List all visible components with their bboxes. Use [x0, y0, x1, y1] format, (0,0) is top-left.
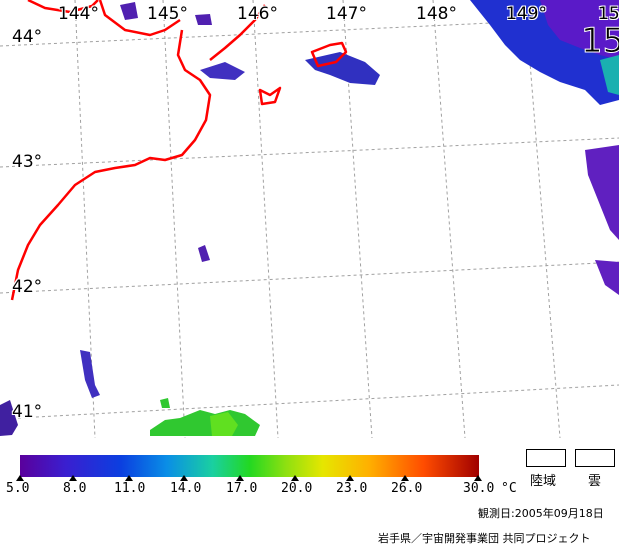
tick-label-26: 26.0: [391, 481, 423, 496]
sst-patch-northeast-cyan: [600, 55, 619, 95]
tick-mark-17: [236, 475, 244, 481]
sst-patch-small-1: [198, 245, 210, 262]
lat-label-44: 44°: [12, 27, 43, 47]
coastline-shiretoko: [310, 41, 348, 68]
coastline-hokkaido-southeast: [10, 29, 212, 301]
grid-lon-148: [432, 0, 466, 438]
sst-patch-kurile-blue: [200, 62, 245, 80]
credit-text: 岩手県／宇宙開発事業団 共同プロジェクト: [378, 532, 591, 545]
lon-label-145: 145°: [147, 4, 188, 24]
tick-mark-20: [291, 475, 299, 481]
tick-label-14: 14.0: [170, 481, 202, 496]
observation-date: 観測日:2005年09月18日: [478, 507, 604, 520]
lon-label-149: 149°: [506, 4, 547, 24]
coastline-hokkaido-north: [27, 0, 99, 14]
overlay-label: 15: [581, 21, 619, 61]
tick-label-23: 23.0: [336, 481, 368, 496]
grid-lon-144: [74, 0, 96, 438]
grid-lat-42: [0, 261, 619, 294]
tick-mark-23: [346, 475, 354, 481]
color-scale-bar: [20, 455, 479, 477]
tick-mark-14: [180, 475, 188, 481]
sst-patch-south-lime: [210, 412, 238, 436]
sst-patch-top-purple: [120, 2, 138, 20]
tick-mark-11: [125, 475, 133, 481]
grid-lat-41: [0, 384, 619, 420]
grid-lon-149: [524, 0, 561, 438]
sst-patch-shiretoko-blue: [305, 52, 380, 85]
sst-patch-east-purple: [585, 145, 619, 240]
cloud-swatch: [575, 449, 615, 467]
land-label: 陸域: [530, 474, 557, 489]
sst-patch-small-2: [80, 350, 100, 398]
tick-mark-5: [16, 475, 24, 481]
sst-map: 15: [0, 0, 619, 438]
tick-mark-8: [69, 475, 77, 481]
tick-label-30: 30.0: [463, 481, 495, 496]
lat-label-43: 43°: [12, 152, 43, 172]
sst-patch-top-purple-2: [195, 14, 212, 25]
lat-label-42: 42°: [12, 277, 43, 297]
tick-label-5: 5.0: [6, 481, 30, 496]
tick-label-17: 17.0: [226, 481, 258, 496]
lon-label-146: 146°: [237, 4, 278, 24]
sst-patch-south-green: [150, 410, 260, 436]
sst-patch-south-dot: [160, 398, 170, 408]
sst-patch-northeast-purple: [540, 0, 619, 60]
coastline-nemuro: [98, 0, 181, 37]
tick-mark-26: [401, 475, 409, 481]
coastline: [10, 0, 348, 301]
grid-lon-146: [252, 0, 279, 438]
tick-label-11: 11.0: [114, 481, 146, 496]
tick-mark-30: [474, 475, 482, 481]
tick-label-20: 20.0: [281, 481, 313, 496]
lat-label-41: 41°: [12, 402, 43, 422]
sst-patches: [0, 0, 619, 436]
grid-lat-43: [0, 137, 619, 168]
sst-patch-east-purple-2: [595, 260, 619, 295]
lon-label-150: 15: [598, 4, 619, 24]
sst-patch-west-purple: [0, 400, 18, 436]
lon-label-147: 147°: [326, 4, 367, 24]
coastline-kurile-1: [209, 4, 267, 61]
tick-label-8: 8.0: [63, 481, 87, 496]
grid-lon-145: [162, 0, 186, 438]
unit-label: °C: [501, 481, 517, 496]
lon-label-148: 148°: [416, 4, 457, 24]
coastline-kurile-2: [258, 86, 282, 106]
cloud-label: 雲: [588, 474, 602, 489]
land-swatch: [526, 449, 566, 467]
lon-label-144: 144°: [58, 4, 99, 24]
